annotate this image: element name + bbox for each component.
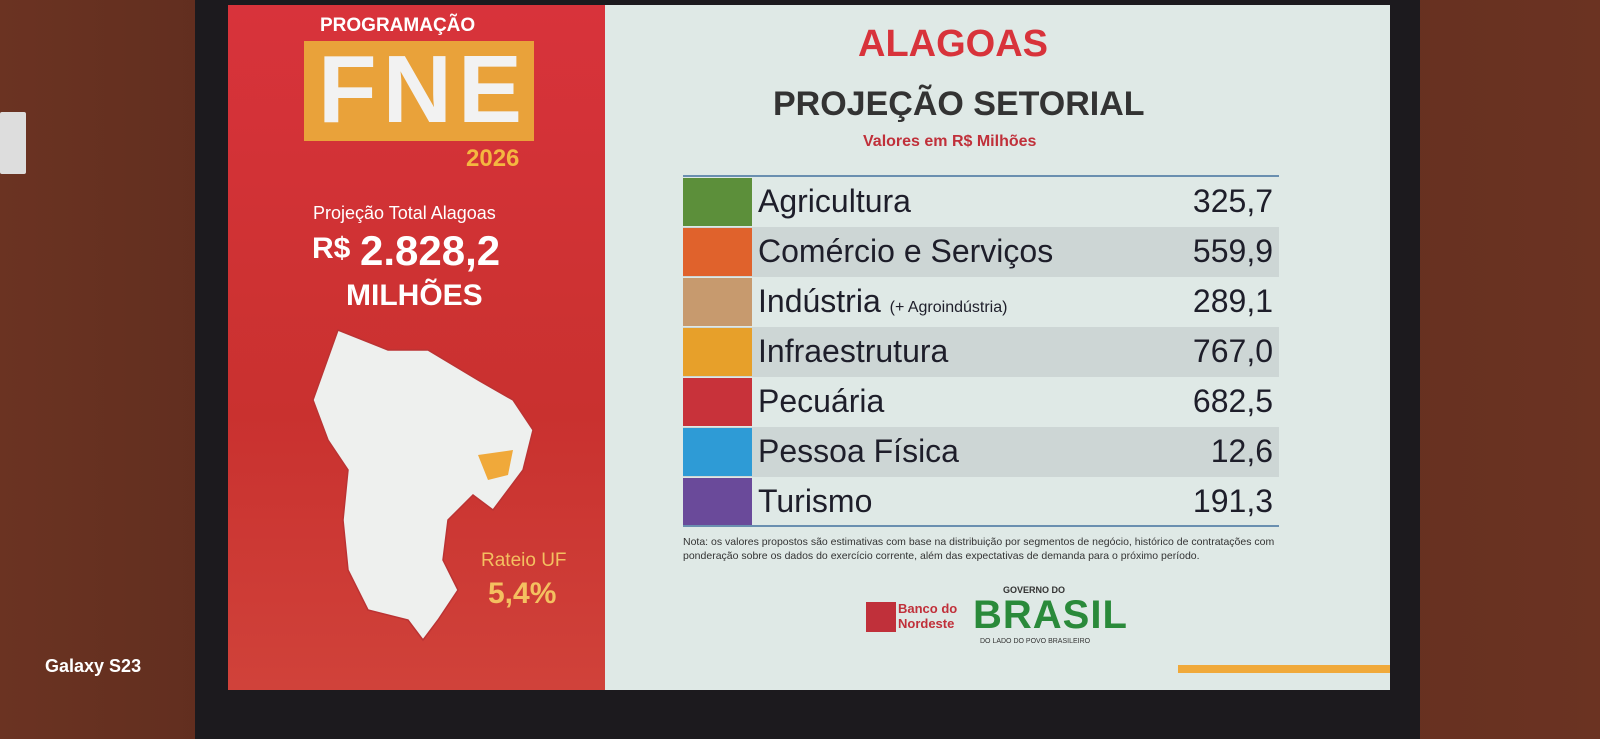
logo-block	[304, 41, 534, 141]
subtitle: PROJEÇÃO SETORIAL	[773, 85, 1145, 123]
row-value: 767,0	[1192, 333, 1273, 369]
row-icon	[683, 478, 752, 526]
row-label-cell: Agricultura	[758, 183, 911, 220]
gov-tagline: DO LADO DO POVO BRASILEIRO	[980, 638, 1091, 645]
share-label: Rateio UF	[481, 550, 567, 571]
row-value: 325,7	[1192, 183, 1273, 219]
table-row: Infraestrutura 767,0	[683, 327, 1279, 377]
table-row: Pecuária 682,5	[683, 377, 1279, 427]
slide: PROGRAMAÇÃO FNE 2026 Projeção Total Alag…	[228, 5, 1390, 690]
row-label: Comércio e Serviços	[758, 233, 1054, 269]
switch	[0, 112, 26, 174]
table-row: Agricultura 325,7	[683, 177, 1279, 227]
gov-top: GOVERNO DO	[1003, 585, 1066, 595]
row-label: Agricultura	[758, 183, 911, 219]
total-unit: MILHÕES	[346, 279, 483, 312]
table-row: Indústria (+ Agroindústria) 289,1	[683, 277, 1279, 327]
gov-name: BRASIL	[973, 593, 1128, 637]
title: ALAGOAS	[858, 23, 1048, 65]
note: Nota: os valores propostos são estimativ…	[683, 536, 1275, 562]
row-value: 12,6	[1210, 433, 1273, 469]
row-value: 682,5	[1192, 383, 1273, 419]
map-highlight	[478, 450, 513, 480]
row-label: Pessoa Física	[758, 433, 959, 469]
row-label-cell: Pessoa Física	[758, 433, 959, 470]
map-shape	[312, 329, 534, 642]
left-panel: PROGRAMAÇÃO FNE 2026 Projeção Total Alag…	[228, 5, 605, 690]
table-row: Comércio e Serviços 559,9	[683, 227, 1279, 277]
row-label-cell: Turismo	[758, 483, 872, 520]
row-value: 289,1	[1192, 283, 1273, 319]
row-icon	[683, 428, 752, 476]
map	[312, 329, 534, 642]
row-icon	[683, 228, 752, 276]
year: 2026	[466, 145, 520, 172]
row-label-cell: Infraestrutura	[758, 333, 948, 370]
row-label: Pecuária	[758, 383, 885, 419]
program-label: PROGRAMAÇÃO	[320, 15, 476, 36]
total-label: Projeção Total Alagoas	[313, 203, 496, 223]
row-icon	[683, 328, 752, 376]
row-label-cell: Comércio e Serviços	[758, 233, 1053, 270]
units: Valores em R$ Milhões	[863, 133, 1037, 150]
row-icon	[683, 178, 752, 226]
program-logo: FNE	[318, 36, 528, 143]
currency: R$	[312, 232, 351, 265]
bank: Banco do Nordeste	[898, 601, 958, 631]
total-value: 2.828,2	[360, 227, 501, 274]
table-rule	[683, 525, 1279, 527]
table-rule	[683, 175, 1279, 177]
row-icon	[683, 378, 752, 426]
row-label-cell: Indústria (+ Agroindústria)	[758, 283, 1007, 320]
row-label: Infraestrutura	[758, 333, 949, 369]
row-icon	[683, 278, 752, 326]
bank-icon	[866, 602, 896, 632]
table-row: Pessoa Física 12,6	[683, 427, 1279, 477]
table-row: Turismo 191,3	[683, 477, 1279, 527]
row-suffix: (+ Agroindústria)	[889, 299, 1008, 316]
row-label-cell: Pecuária	[758, 383, 884, 420]
watermark: Galaxy S23	[45, 656, 142, 676]
row-label: Turismo	[758, 483, 873, 519]
row-label: Indústria	[758, 283, 881, 319]
row-value: 191,3	[1192, 483, 1273, 519]
row-value: 559,9	[1192, 233, 1273, 269]
share-value: 5,4%	[488, 577, 557, 610]
accent-bar	[1178, 665, 1390, 673]
